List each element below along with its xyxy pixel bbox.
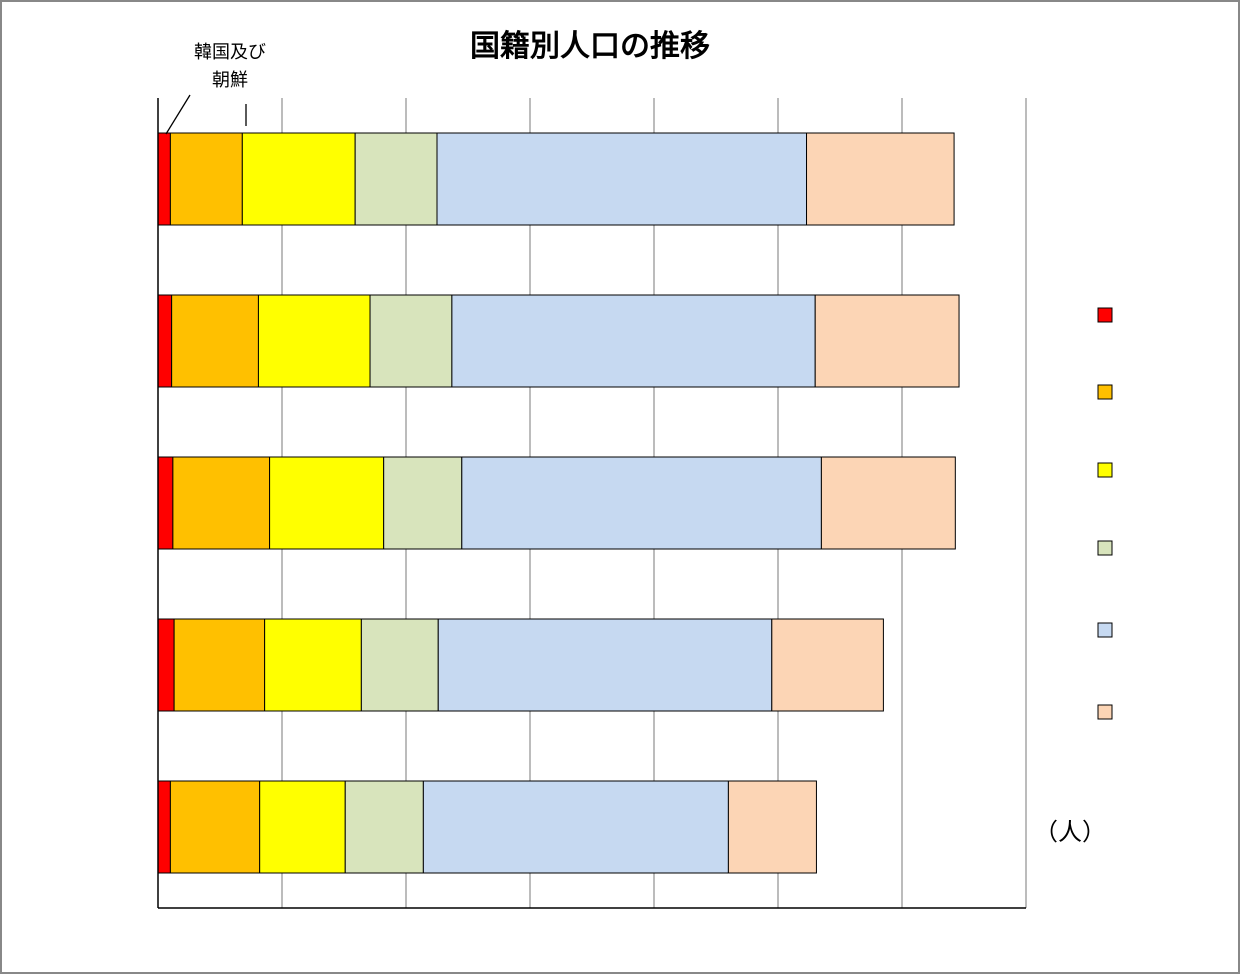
bar-segment xyxy=(172,456,271,550)
bar-segment xyxy=(157,456,174,550)
bar-segment xyxy=(806,132,955,226)
bar-segment xyxy=(436,132,808,226)
bar-segment xyxy=(422,780,729,874)
legend-swatch xyxy=(1097,704,1113,720)
legend xyxy=(1097,307,1113,720)
bar-segment xyxy=(169,780,261,874)
axes xyxy=(157,98,1026,909)
bar-segment xyxy=(157,294,173,388)
bar-segment xyxy=(727,780,817,874)
bar-segment xyxy=(169,132,243,226)
chart-title: 国籍別人口の推移 xyxy=(470,29,710,64)
bar-segment xyxy=(437,618,773,712)
bar-segment xyxy=(264,618,362,712)
bar-segment xyxy=(383,456,463,550)
bar-segment xyxy=(461,456,822,550)
bar-segment xyxy=(173,618,266,712)
bar-segment xyxy=(259,780,346,874)
legend-swatch xyxy=(1097,307,1113,323)
callout-label: 韓国及び xyxy=(194,42,266,63)
bars xyxy=(157,132,960,874)
bar-segment xyxy=(157,618,175,712)
bar-segment xyxy=(171,294,259,388)
bar-segment xyxy=(344,780,424,874)
bar-segment xyxy=(157,132,171,226)
bar-segment xyxy=(369,294,453,388)
bar-segment xyxy=(269,456,385,550)
legend-swatch xyxy=(1097,462,1113,478)
bar-segment xyxy=(814,294,960,388)
legend-swatch xyxy=(1097,384,1113,400)
unit-label: （人） xyxy=(1034,818,1106,846)
bar-segment xyxy=(771,618,884,712)
bar-segment xyxy=(360,618,439,712)
bar-segment xyxy=(257,294,371,388)
bar-segment xyxy=(241,132,356,226)
bar-segment xyxy=(354,132,438,226)
callout-label: 朝鮮 xyxy=(212,70,248,91)
legend-swatch xyxy=(1097,540,1113,556)
legend-swatch xyxy=(1097,622,1113,638)
bar-segment xyxy=(820,456,956,550)
callout-leader xyxy=(165,94,191,135)
bar-segment xyxy=(451,294,816,388)
bar-segment xyxy=(157,780,171,874)
